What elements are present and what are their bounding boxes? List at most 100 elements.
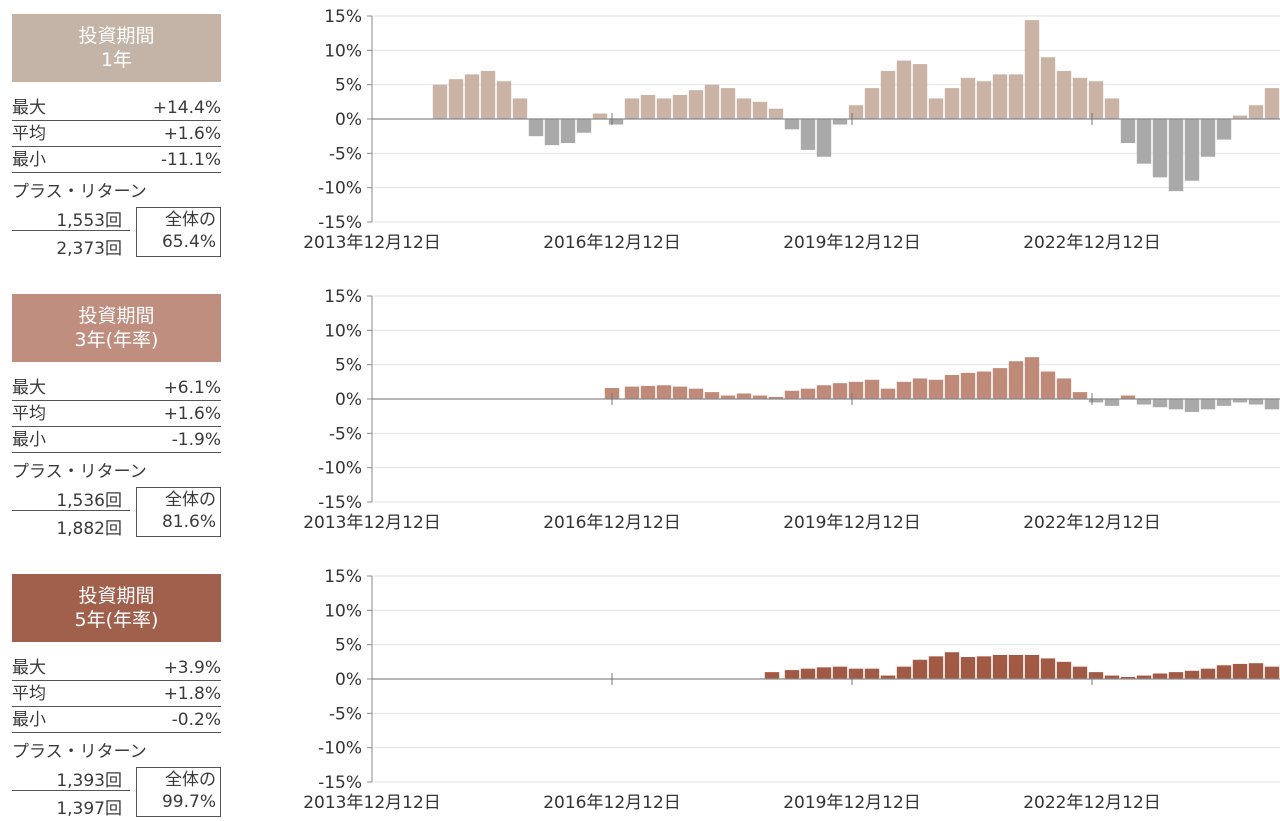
stat-min-value: -11.1% <box>160 150 221 170</box>
fraction-line <box>12 510 130 511</box>
bar <box>608 119 624 125</box>
stat-min-row: 最小 -0.2% <box>12 706 221 733</box>
panel-5year: 投資期間 5年(年率) 最大 +3.9% 平均 +1.8% 最小 -0.2% プ… <box>0 560 1280 820</box>
bar <box>864 379 880 399</box>
stat-avg-row: 平均 +1.6% <box>12 120 221 147</box>
bar <box>1232 115 1248 119</box>
bar <box>1120 676 1136 679</box>
bar <box>784 119 800 130</box>
x-tick-label: 2022年12月12日 <box>1023 793 1161 813</box>
bar <box>912 64 928 119</box>
bar <box>464 74 480 119</box>
period-label-box: 投資期間 5年(年率) <box>12 574 221 642</box>
stat-avg-label: 平均 <box>12 684 46 704</box>
bar <box>848 381 864 399</box>
y-tick-label: 15% <box>324 7 362 27</box>
bar <box>800 668 816 679</box>
ratio-label: 全体の <box>165 770 216 790</box>
bar <box>960 77 976 119</box>
panel-1year: 投資期間 1年 最大 +14.4% 平均 +1.6% 最小 -11.1% プラス… <box>0 0 1280 260</box>
bar <box>752 395 768 399</box>
bar <box>1216 399 1232 406</box>
bar <box>1136 675 1152 679</box>
bar <box>764 672 780 679</box>
stat-avg-row: 平均 +1.8% <box>12 680 221 707</box>
period-title: 投資期間 <box>78 585 155 607</box>
y-tick-label: 5% <box>335 636 362 656</box>
bar <box>592 113 608 119</box>
bar <box>1136 119 1152 164</box>
bar <box>528 119 544 137</box>
bar <box>1008 74 1024 119</box>
bar <box>640 94 656 119</box>
plus-count: 1,553回 <box>56 211 122 231</box>
bar <box>816 667 832 679</box>
bar <box>1264 88 1280 119</box>
stat-max-value: +6.1% <box>163 378 221 398</box>
bar <box>816 385 832 399</box>
bar <box>1056 70 1072 119</box>
bar <box>752 101 768 119</box>
bar <box>624 98 640 119</box>
y-tick-label: -15% <box>318 493 362 513</box>
bar <box>1008 361 1024 399</box>
bar <box>848 105 864 119</box>
total-count: 1,397回 <box>56 799 122 819</box>
total-count: 1,882回 <box>56 519 122 539</box>
y-tick-label: 15% <box>324 567 362 587</box>
bar <box>688 388 704 399</box>
stat-avg-label: 平均 <box>12 124 46 144</box>
period-label-box: 投資期間 3年(年率) <box>12 294 221 362</box>
bar <box>1008 654 1024 679</box>
bar <box>1168 119 1184 192</box>
bar <box>656 98 672 119</box>
ratio-box: 全体の 99.7% <box>136 767 221 817</box>
bar <box>624 386 640 399</box>
y-tick-label: 10% <box>324 601 362 621</box>
bar <box>976 81 992 119</box>
bar <box>864 668 880 679</box>
y-tick-label: -5% <box>329 704 362 724</box>
bar <box>1264 666 1280 679</box>
y-tick-label: 0% <box>335 110 362 130</box>
panel-3year: 投資期間 3年(年率) 最大 +6.1% 平均 +1.6% 最小 -1.9% プ… <box>0 280 1280 540</box>
bar <box>832 119 848 125</box>
bar <box>768 396 784 399</box>
bar <box>992 74 1008 119</box>
x-tick-label: 2016年12月12日 <box>543 513 681 533</box>
bar <box>1184 119 1200 181</box>
chart-5year: 15% 10% 5% 0% -5% -10% -15%2013年12月12日 2016年12月… <box>303 567 1280 813</box>
ratio-label: 全体の <box>165 210 216 230</box>
bar <box>560 119 576 144</box>
bar <box>1184 670 1200 679</box>
bar <box>704 392 720 399</box>
y-tick-label: -10% <box>318 459 362 479</box>
bar <box>432 84 448 119</box>
period-subtitle: 3年(年率) <box>74 329 159 351</box>
stat-avg-value: +1.8% <box>163 684 221 704</box>
plus-return-label: プラス・リターン <box>12 742 147 762</box>
plus-return-label: プラス・リターン <box>12 182 147 202</box>
bar <box>1104 399 1120 406</box>
stat-min-row: 最小 -1.9% <box>12 426 221 453</box>
y-tick-label: 10% <box>324 41 362 61</box>
bar <box>1216 119 1232 140</box>
bar <box>864 88 880 119</box>
plus-count: 1,536回 <box>56 491 122 511</box>
fraction-line <box>12 230 130 231</box>
stat-min-label: 最小 <box>12 710 46 730</box>
bar <box>544 119 560 146</box>
y-tick-label: 15% <box>324 287 362 307</box>
bar <box>896 60 912 119</box>
bar <box>928 379 944 399</box>
stat-min-row: 最小 -11.1% <box>12 146 221 173</box>
total-count: 2,373回 <box>56 239 122 259</box>
bar <box>1152 399 1168 408</box>
x-tick-label: 2019年12月12日 <box>783 513 921 533</box>
bar <box>976 656 992 679</box>
chart-1year: 15% 10% 5% 0% -5% -10% -15%2013年12月12日 2016年12月… <box>303 7 1280 253</box>
bar <box>1216 665 1232 679</box>
y-tick-label: -5% <box>329 424 362 444</box>
bar <box>768 108 784 119</box>
y-tick-label: 0% <box>335 670 362 690</box>
